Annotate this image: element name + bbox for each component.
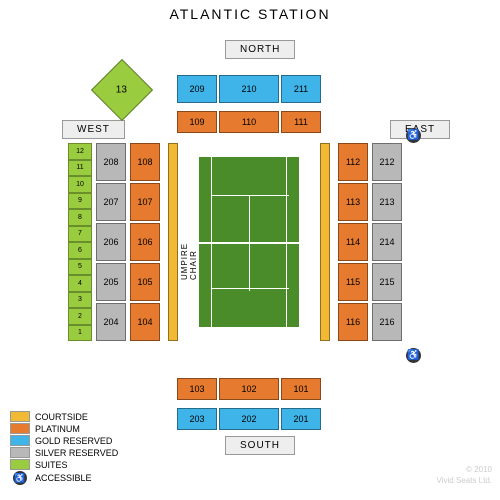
accessible-icon: ♿ [406, 128, 421, 143]
section-111[interactable]: 111 [281, 111, 321, 133]
west-suites-stack: 121110987654321 [68, 143, 92, 341]
section-202[interactable]: 202 [219, 408, 279, 430]
section-204[interactable]: 204 [96, 303, 126, 341]
legend-courtside: COURTSIDE [10, 411, 118, 422]
suite-6[interactable]: 6 [68, 242, 92, 259]
tennis-court [198, 156, 300, 328]
suite-1[interactable]: 1 [68, 325, 92, 342]
courtside_west[interactable] [168, 143, 178, 341]
section-211[interactable]: 211 [281, 75, 321, 103]
section-207[interactable]: 207 [96, 183, 126, 221]
legend-suites: SUITES [10, 459, 118, 470]
section-107[interactable]: 107 [130, 183, 160, 221]
section-108[interactable]: 108 [130, 143, 160, 181]
section-206[interactable]: 206 [96, 223, 126, 261]
section-102[interactable]: 102 [219, 378, 279, 400]
suite-13[interactable]: 13 [91, 59, 153, 121]
section-216[interactable]: 216 [372, 303, 402, 341]
section-109[interactable]: 109 [177, 111, 217, 133]
section-213[interactable]: 213 [372, 183, 402, 221]
section-112[interactable]: 112 [338, 143, 368, 181]
south-label: SOUTH [225, 436, 295, 455]
suite-3[interactable]: 3 [68, 292, 92, 309]
suite-2[interactable]: 2 [68, 308, 92, 325]
umpire-chair-label: UMPIRE CHAIR [180, 210, 198, 280]
section-115[interactable]: 115 [338, 263, 368, 301]
section-114[interactable]: 114 [338, 223, 368, 261]
section-104[interactable]: 104 [130, 303, 160, 341]
north-label: NORTH [225, 40, 295, 59]
section-201[interactable]: 201 [281, 408, 321, 430]
legend-silver: SILVER RESERVED [10, 447, 118, 458]
section-110[interactable]: 110 [219, 111, 279, 133]
courtside_east[interactable] [320, 143, 330, 341]
suite-7[interactable]: 7 [68, 226, 92, 243]
suite-9[interactable]: 9 [68, 193, 92, 210]
suite-12[interactable]: 12 [68, 143, 92, 160]
accessible-icon: ♿ [406, 348, 421, 363]
section-214[interactable]: 214 [372, 223, 402, 261]
legend: COURTSIDEPLATINUMGOLD RESERVEDSILVER RES… [10, 410, 118, 486]
section-116[interactable]: 116 [338, 303, 368, 341]
section-215[interactable]: 215 [372, 263, 402, 301]
section-212[interactable]: 212 [372, 143, 402, 181]
legend-platinum: PLATINUM [10, 423, 118, 434]
page-title: ATLANTIC STATION [0, 0, 500, 28]
section-203[interactable]: 203 [177, 408, 217, 430]
copyright: © 2010 Vivid Seats Ltd. [437, 465, 492, 486]
section-210[interactable]: 210 [219, 75, 279, 103]
section-209[interactable]: 209 [177, 75, 217, 103]
suite-8[interactable]: 8 [68, 209, 92, 226]
section-106[interactable]: 106 [130, 223, 160, 261]
suite-10[interactable]: 10 [68, 176, 92, 193]
suite-5[interactable]: 5 [68, 259, 92, 276]
section-103[interactable]: 103 [177, 378, 217, 400]
suite-11[interactable]: 11 [68, 160, 92, 177]
section-205[interactable]: 205 [96, 263, 126, 301]
west-label: WEST [62, 120, 125, 139]
section-113[interactable]: 113 [338, 183, 368, 221]
section-208[interactable]: 208 [96, 143, 126, 181]
section-105[interactable]: 105 [130, 263, 160, 301]
legend-accessible: ♿ACCESSIBLE [10, 471, 118, 485]
section-101[interactable]: 101 [281, 378, 321, 400]
suite-4[interactable]: 4 [68, 275, 92, 292]
legend-gold: GOLD RESERVED [10, 435, 118, 446]
